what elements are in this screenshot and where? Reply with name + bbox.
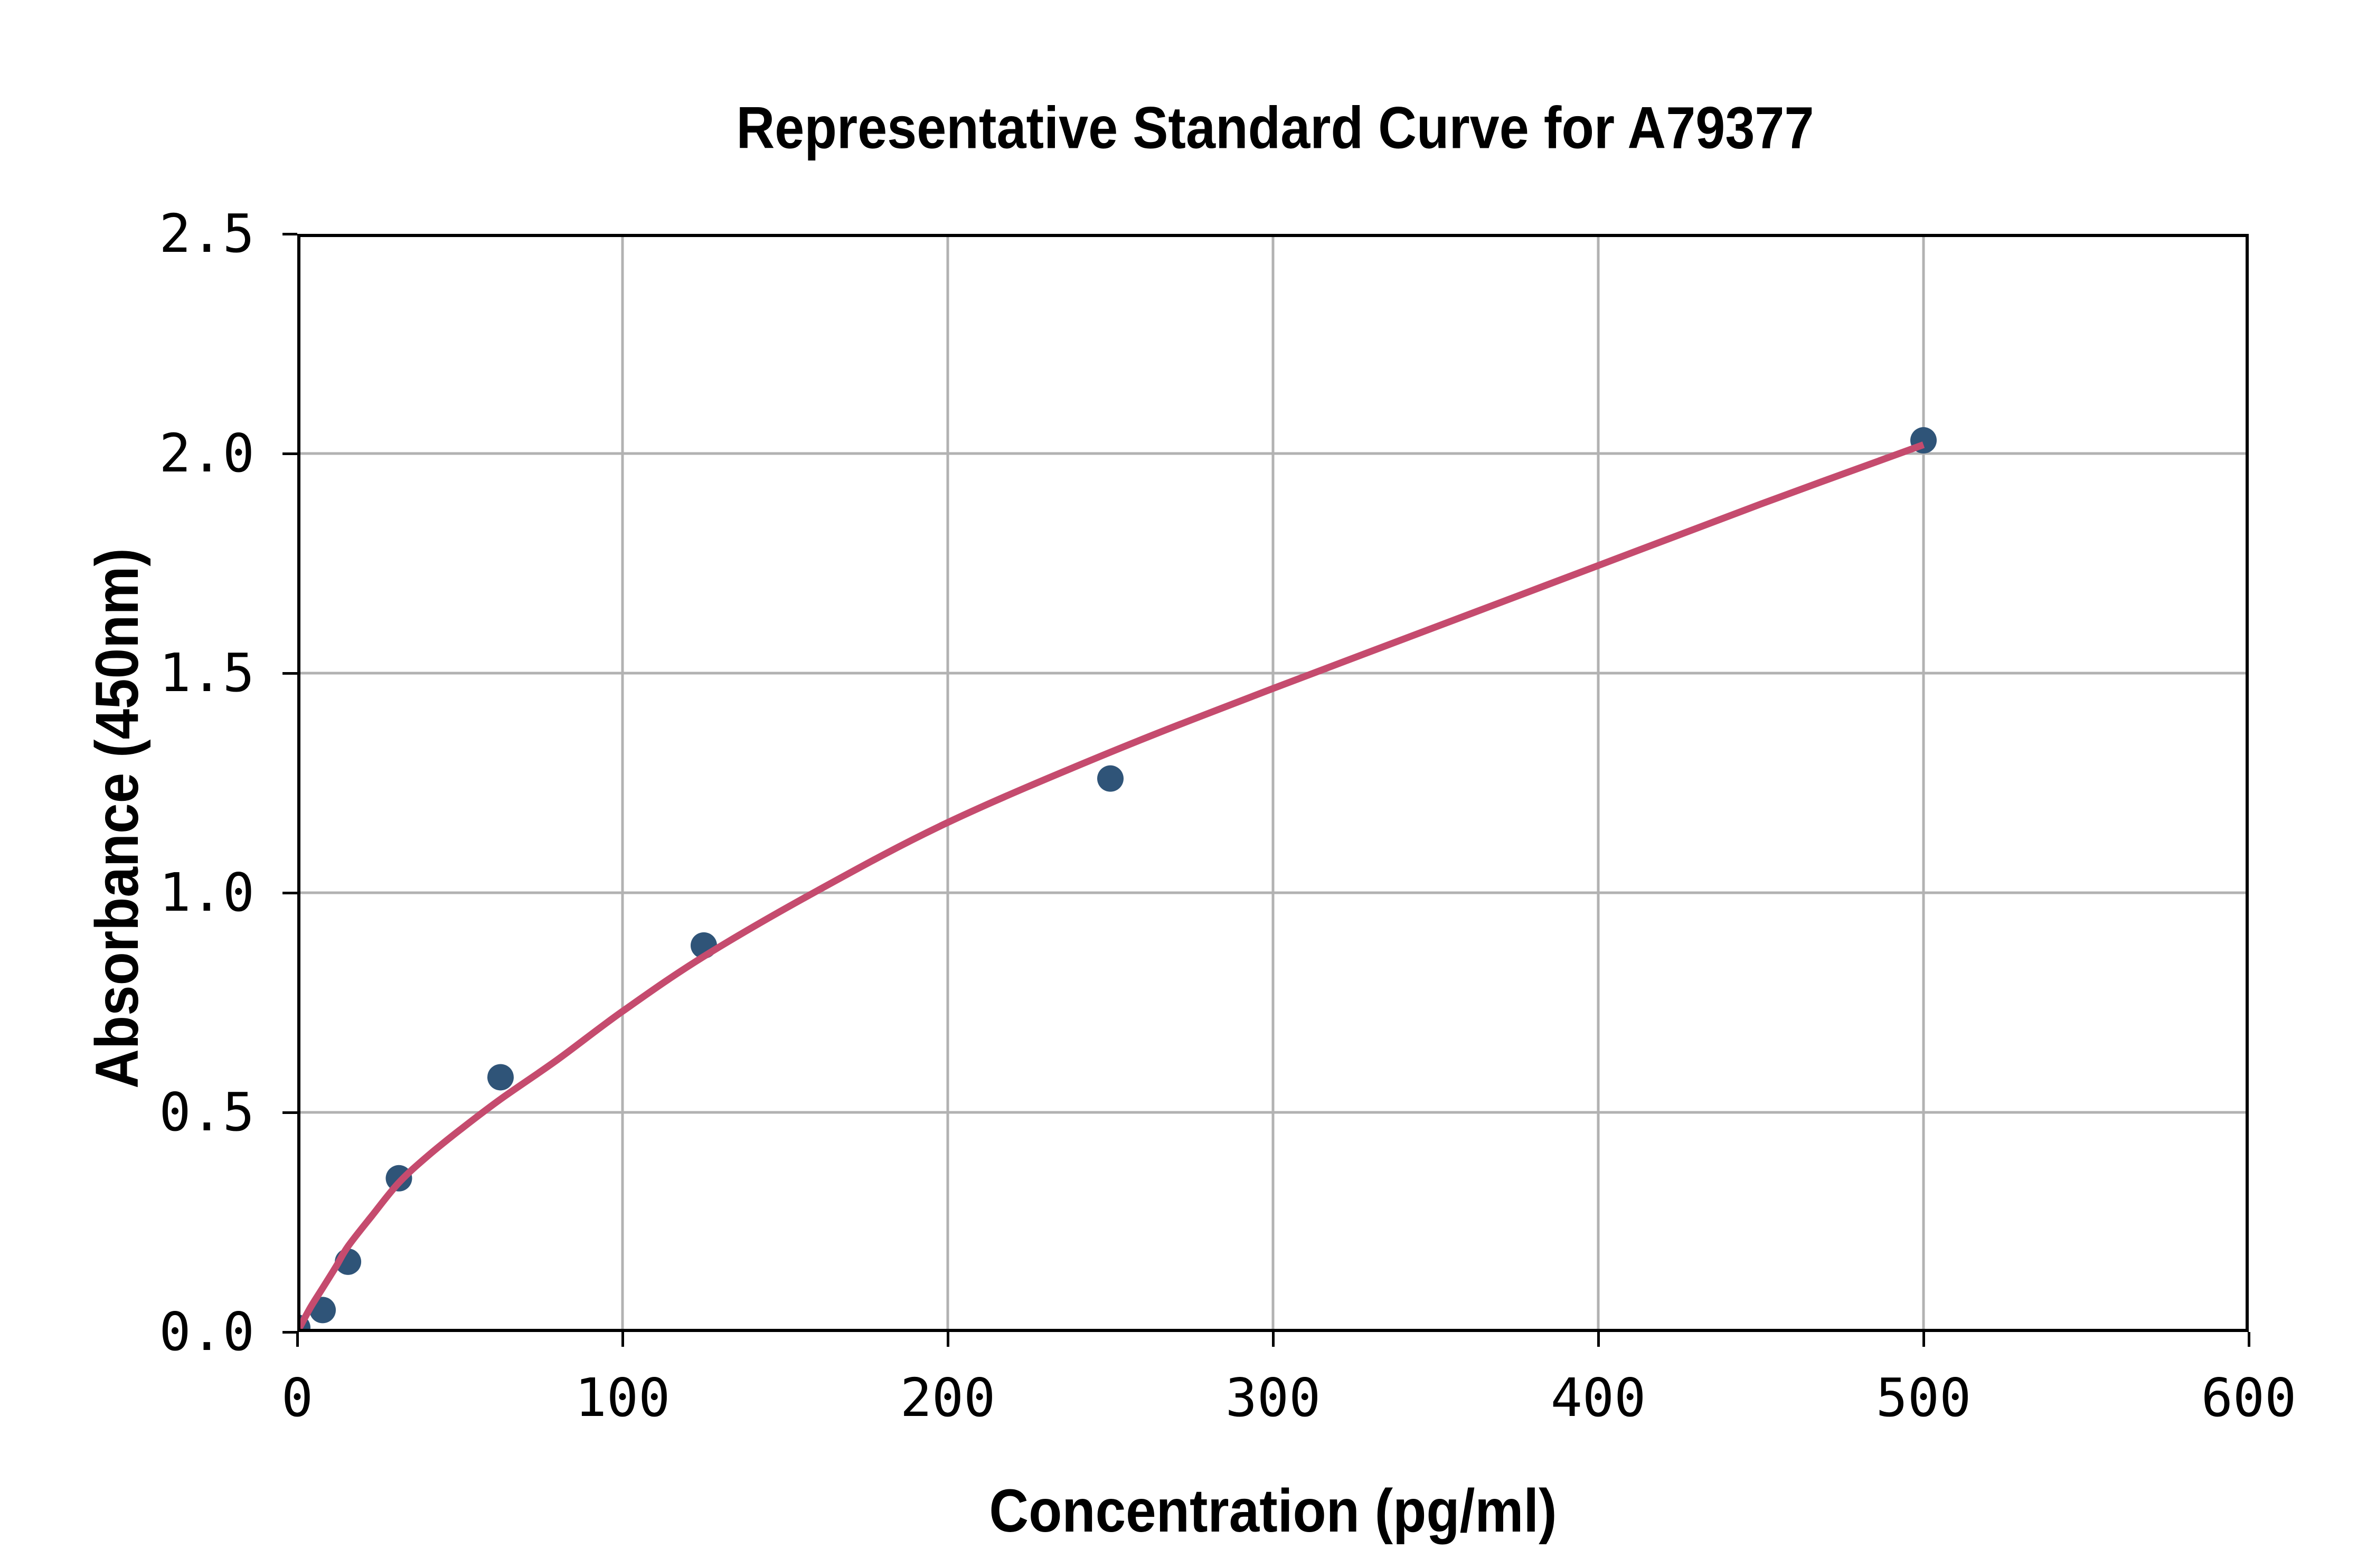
x-tick-mark	[946, 1332, 949, 1347]
y-tick-mark	[282, 891, 297, 894]
chart-title: Representative Standard Curve for A79377	[736, 95, 1814, 161]
y-tick-label: 0.0	[159, 1301, 254, 1363]
y-tick-label: 2.5	[159, 203, 254, 265]
y-tick-mark	[282, 672, 297, 675]
x-tick-label: 300	[1225, 1367, 1321, 1429]
x-tick-mark	[1271, 1332, 1275, 1347]
x-tick-mark	[1597, 1332, 1600, 1347]
x-tick-mark	[296, 1332, 299, 1347]
plot-canvas	[297, 234, 2249, 1332]
fit-curve-line	[297, 441, 1925, 1332]
x-tick-label: 600	[2201, 1367, 2297, 1429]
x-tick-mark	[1922, 1332, 1925, 1347]
y-tick-label: 0.5	[159, 1081, 254, 1143]
y-tick-mark	[282, 452, 297, 455]
y-tick-mark	[282, 1111, 297, 1114]
x-tick-label: 400	[1550, 1367, 1646, 1429]
plot-border	[297, 234, 2249, 1332]
x-tick-label: 200	[900, 1367, 996, 1429]
x-tick-label: 0	[281, 1367, 314, 1429]
data-point	[487, 1064, 514, 1091]
y-tick-label: 2.0	[159, 422, 254, 484]
data-point	[1097, 765, 1124, 792]
y-tick-label: 1.0	[159, 862, 254, 923]
x-tick-label: 100	[574, 1367, 671, 1429]
y-axis-label: Absorbance (450nm)	[83, 548, 151, 1089]
x-axis-label: Concentration (pg/ml)	[989, 1477, 1557, 1545]
x-tick-label: 500	[1875, 1367, 1972, 1429]
y-tick-mark	[282, 1330, 297, 1334]
x-tick-mark	[2247, 1332, 2250, 1347]
plot-area	[297, 234, 2249, 1332]
x-tick-mark	[621, 1332, 624, 1347]
y-tick-mark	[282, 232, 297, 235]
y-tick-label: 1.5	[159, 642, 254, 704]
